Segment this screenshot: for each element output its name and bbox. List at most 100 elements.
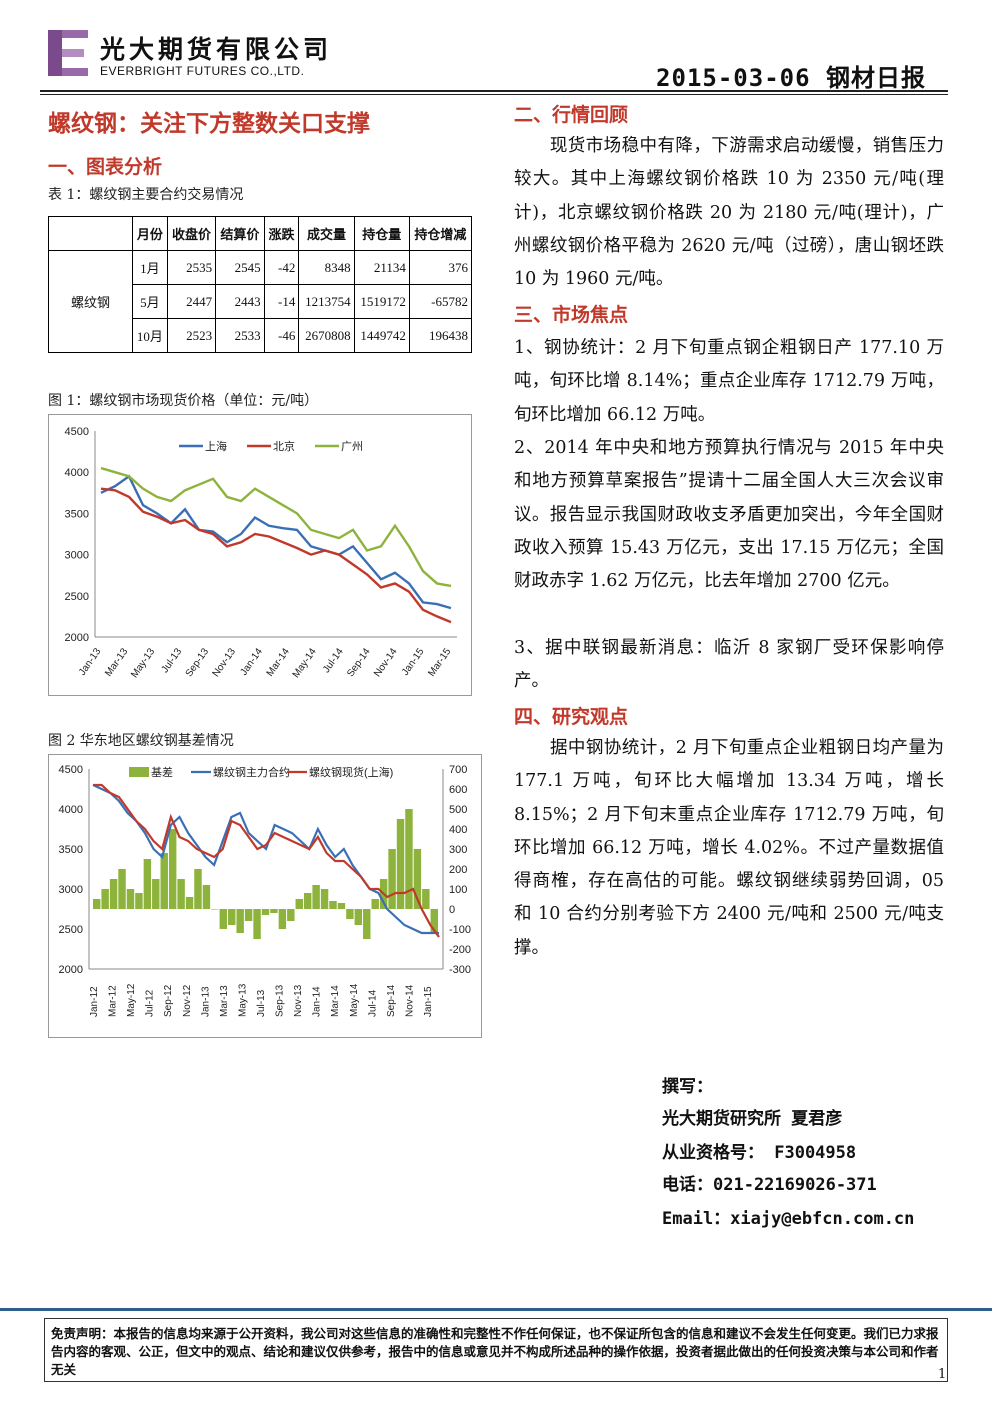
section3-item: 2、2014 年中央和地方预算执行情况与 2015 年中央和地方预算草案报告”提… xyxy=(514,438,944,592)
basis-bar xyxy=(126,889,135,909)
basis-bar xyxy=(270,909,278,913)
table-cell: 196438 xyxy=(408,318,473,353)
basis-bar xyxy=(312,885,320,909)
section4-heading: 四、研究观点 xyxy=(514,706,629,728)
author-license: 从业资格号： F3004958 xyxy=(662,1143,857,1163)
section3-heading: 三、市场焦点 xyxy=(514,304,629,326)
basis-bar xyxy=(185,897,194,909)
x-tick-label: Mar-14 xyxy=(330,985,341,1017)
basis-bar xyxy=(101,889,109,909)
basis-bar xyxy=(219,909,228,929)
y-tick-label-right: -200 xyxy=(449,944,471,956)
basis-bar xyxy=(143,859,152,909)
report-date-title: 2015-03-06 钢材日报 xyxy=(656,64,926,92)
table-cell: 21134 xyxy=(353,250,410,285)
company-logo xyxy=(48,30,90,76)
basis-bar xyxy=(363,909,371,939)
x-tick-label: May-14 xyxy=(291,646,319,680)
basis-bar xyxy=(396,819,405,909)
table-caption: 表 1：螺纹钢主要合约交易情况 xyxy=(48,187,244,203)
basis-bar xyxy=(236,909,244,933)
y-tick-label-right: 600 xyxy=(449,784,467,796)
table-cell: 1519172 xyxy=(353,284,410,319)
basis-bar xyxy=(346,909,354,919)
x-tick-label: May-14 xyxy=(349,983,360,1017)
fig2-frame: 4500 4000 3500 3000 2500 2000 700 600 500 400 300 2… xyxy=(48,754,482,1038)
x-tick-label: Jan-14 xyxy=(238,646,265,678)
x-tick-label: May-12 xyxy=(126,983,137,1017)
section4-text: 据中钢协统计，2 月下旬重点企业粗钢日均产量为 177.1 万吨，旬环比大幅增加… xyxy=(514,738,944,958)
series-line-螺纹钢主力合约 xyxy=(92,784,439,935)
section3-item: 1、钢协统计：2 月下旬重点钢企粗钢日产 177.10 万吨，旬环比增 8.14… xyxy=(514,338,944,425)
legend-label: 北京 xyxy=(273,439,295,453)
basis-bar xyxy=(303,893,312,909)
legend-label: 螺纹钢主力合约 xyxy=(213,765,290,779)
section2-heading: 二、行情回顾 xyxy=(514,104,629,126)
x-tick-label: Jul-13 xyxy=(160,646,185,675)
table-cell: 1月 xyxy=(132,250,168,285)
series-line-北京 xyxy=(100,487,452,624)
x-tick-label: Sep-13 xyxy=(184,646,212,679)
x-tick-label: Mar-12 xyxy=(108,985,119,1017)
y-tick-label-right: 500 xyxy=(449,804,467,816)
basis-bar xyxy=(405,809,413,909)
x-tick-label: Nov-13 xyxy=(293,984,304,1017)
basis-bar xyxy=(168,829,177,909)
legend-label: 上海 xyxy=(205,439,227,453)
basis-bar xyxy=(152,879,160,909)
x-tick-label: Jul-14 xyxy=(367,989,378,1017)
table-row: 螺纹钢 1月 2535 2545 -42 8348 21134 376 xyxy=(48,250,473,353)
x-tick-label: Nov-13 xyxy=(211,646,239,679)
x-tick-label: Sep-13 xyxy=(275,984,286,1017)
basis-bar xyxy=(261,909,270,915)
table-header: 月份 xyxy=(132,216,168,251)
header-rule-thin xyxy=(40,94,948,95)
table-cell: 2670808 xyxy=(298,318,355,353)
x-tick-label: Nov-12 xyxy=(182,984,193,1017)
x-tick-label: Nov-14 xyxy=(372,646,400,679)
basis-bar xyxy=(320,889,329,909)
table-cell: 2447 xyxy=(166,284,217,319)
basis-bar xyxy=(430,909,438,933)
table-cell: 2533 xyxy=(215,318,265,353)
basis-bar xyxy=(228,909,236,925)
section3-item: 3、据中联钢最新消息：临沂 8 家钢厂受环保影响停产。 xyxy=(514,638,944,692)
y-tick-label: 4000 xyxy=(65,467,89,479)
table-cell: 5月 xyxy=(132,284,168,319)
basis-bar xyxy=(371,899,379,909)
y-tick-label-left: 3000 xyxy=(59,884,83,896)
basis-bar xyxy=(287,909,295,921)
table-cell: 2545 xyxy=(215,250,265,285)
basis-bar xyxy=(337,903,346,909)
basis-bar xyxy=(295,899,303,909)
y-tick-label: 4500 xyxy=(65,426,89,438)
x-tick-label: Jul-14 xyxy=(321,646,346,675)
x-tick-label: Jan-13 xyxy=(200,986,211,1017)
basis-bar xyxy=(93,899,101,909)
table-group-label: 螺纹钢 xyxy=(48,250,133,353)
table-row: 5月 2447 2443 -14 1213754 1519172 -65782 xyxy=(49,284,473,319)
basis-bar xyxy=(177,879,185,909)
y-tick-label: 2500 xyxy=(65,591,89,603)
series-line-广州 xyxy=(100,466,452,588)
basis-bar xyxy=(194,869,202,909)
x-tick-label: Jan-14 xyxy=(312,986,323,1017)
basis-bar xyxy=(253,909,261,939)
legend-label: 广州 xyxy=(341,440,363,453)
x-tick-label: Mar-15 xyxy=(426,646,453,679)
x-tick-label: Mar-14 xyxy=(265,646,292,679)
x-tick-label: Nov-14 xyxy=(404,984,415,1017)
y-tick-label-right: 700 xyxy=(449,764,467,776)
x-tick-label: Jan-15 xyxy=(423,986,434,1017)
x-tick-label: Jul-13 xyxy=(256,989,267,1017)
series-line-螺纹钢现货(上海) xyxy=(93,783,440,938)
footer-rule xyxy=(0,1308,992,1311)
basis-bar xyxy=(329,901,337,909)
table-cell: 2535 xyxy=(166,250,217,285)
y-tick-label-right: 300 xyxy=(449,844,467,856)
series-line-上海 xyxy=(100,474,452,610)
y-tick-label-left: 3500 xyxy=(59,844,83,856)
y-tick-label-right: 400 xyxy=(449,824,467,836)
table-cell: 2443 xyxy=(215,284,265,319)
